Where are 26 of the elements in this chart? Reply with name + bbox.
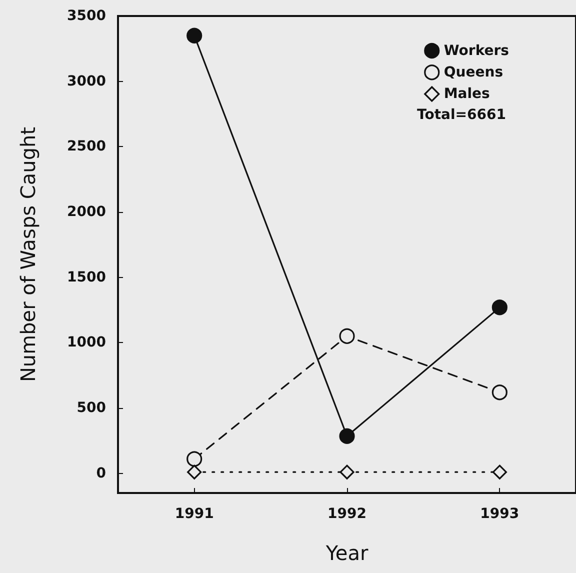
point xyxy=(187,464,202,480)
point xyxy=(186,451,202,467)
y-tick-label: 1000 xyxy=(67,334,106,351)
y-tick-label: 1500 xyxy=(67,269,106,286)
y-tick-label: 2500 xyxy=(67,138,106,155)
y-tick-label: 2000 xyxy=(67,204,106,220)
y-tick-label: 3500 xyxy=(67,8,106,24)
legend-label: Queens xyxy=(444,64,504,80)
legend-label: Males xyxy=(444,86,490,102)
point xyxy=(339,328,355,344)
annotation: Total=6661 xyxy=(417,107,506,123)
point xyxy=(492,464,507,480)
point xyxy=(492,300,508,316)
point xyxy=(492,384,508,400)
x-tick-label: 1993 xyxy=(480,506,520,522)
point xyxy=(186,28,202,44)
x-tick-label: 1992 xyxy=(328,506,366,522)
y-axis-title: Number of Wasps Caught xyxy=(16,126,40,382)
x-tick-label: 1991 xyxy=(174,506,214,522)
legend-label: Workers xyxy=(444,42,510,59)
point xyxy=(340,464,354,480)
y-tick-label: 0 xyxy=(96,465,106,482)
y-tick-label: 500 xyxy=(76,400,106,416)
point xyxy=(339,428,355,444)
x-axis-title: Year xyxy=(324,541,369,565)
y-tick-label: 3000 xyxy=(67,73,106,90)
